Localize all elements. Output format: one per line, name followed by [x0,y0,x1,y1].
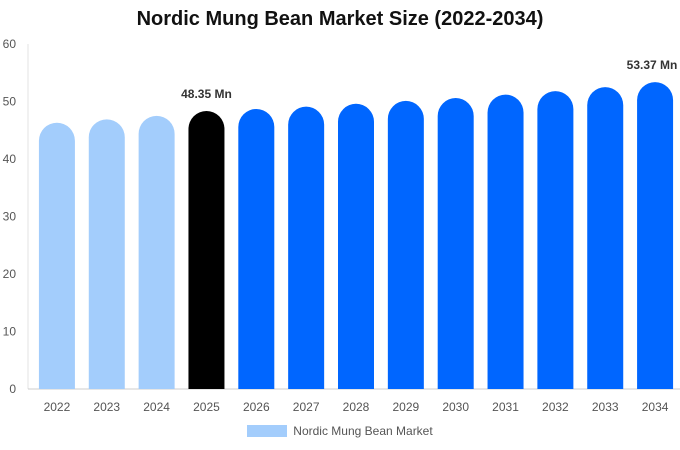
bar-2034 [637,82,674,390]
legend-swatch [247,425,288,437]
x-tick-label: 2031 [492,400,519,414]
bar-2025 [188,110,225,390]
legend[interactable]: Nordic Mung Bean Market [0,424,680,438]
x-tick-label: 2028 [343,400,370,414]
x-tick-label: 2029 [392,400,419,414]
x-tick-label: 2033 [592,400,619,414]
legend-label: Nordic Mung Bean Market [293,424,433,438]
y-tick-label: 30 [3,210,17,224]
x-tick-label: 2024 [143,400,170,414]
data-label: 53.37 Mn [627,58,678,72]
x-tick-label: 2026 [243,400,270,414]
bar-2029 [387,100,424,390]
x-tick-label: 2032 [542,400,569,414]
bar-2032 [537,91,574,390]
bar-2027 [288,106,325,390]
x-tick-label: 2025 [193,400,220,414]
y-tick-label: 10 [3,325,17,339]
y-tick-label: 50 [3,95,17,109]
bar-2030 [437,98,474,390]
data-label: 48.35 Mn [181,87,232,101]
bar-2023 [88,119,125,389]
y-tick-label: 20 [3,267,17,281]
x-tick-label: 2027 [293,400,320,414]
bar-2031 [487,94,524,389]
bar-2028 [338,103,374,390]
y-tick-label: 40 [3,152,17,166]
bar-2026 [238,108,275,389]
bar-2033 [587,87,624,389]
x-tick-label: 2030 [442,400,469,414]
y-tick-label: 60 [3,37,17,51]
x-tick-label: 2023 [93,400,120,414]
y-tick-label: 0 [9,382,16,396]
chart-title: Nordic Mung Bean Market Size (2022-2034) [136,8,544,30]
bar-2022 [38,122,75,389]
bar-2024 [138,115,175,389]
x-tick-label: 2034 [642,400,669,414]
x-tick-label: 2022 [44,400,71,414]
